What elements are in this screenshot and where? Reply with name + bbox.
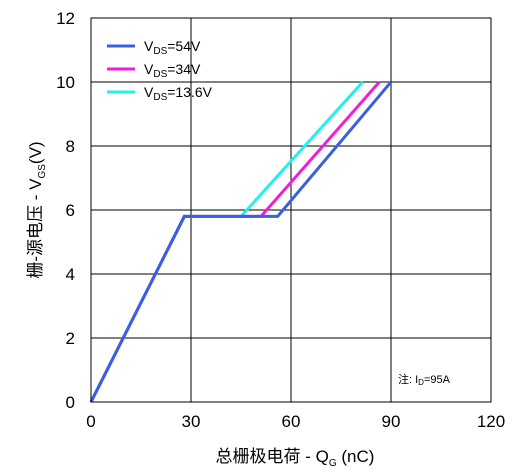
x-tick-label: 90 <box>382 412 401 431</box>
x-axis-title-sub: G <box>329 458 337 469</box>
x-axis-title: 总栅极电荷 - QG (nC) <box>216 447 375 469</box>
x-tick-label: 120 <box>477 412 505 431</box>
y-tick-label: 8 <box>66 137 75 156</box>
y-tick-label: 0 <box>66 393 75 412</box>
x-tick-label: 60 <box>282 412 301 431</box>
test-condition-note: 注: ID=95A <box>398 372 451 387</box>
series-line-0 <box>89 81 393 403</box>
y-tick-label: 6 <box>66 201 75 220</box>
series-lines <box>89 80 393 403</box>
y-tick-label: 12 <box>56 9 75 28</box>
x-axis-title-main: 总栅极电荷 - Q <box>216 447 329 466</box>
y-tick-label: 2 <box>66 329 75 348</box>
tick-labels: 0 30 60 90 120 0 2 4 6 8 10 12 <box>56 9 505 431</box>
series-line-2 <box>89 80 364 403</box>
y-axis-title: 栅-源电压 - VGS(V) <box>26 141 48 278</box>
legend-label-34v: VDS=34V <box>144 61 201 80</box>
y-tick-label: 4 <box>66 265 75 284</box>
x-tick-label: 0 <box>86 412 95 431</box>
series-line-1 <box>89 81 381 403</box>
y-axis-title-tail: (V) <box>26 141 45 164</box>
plot-frame <box>90 17 492 403</box>
legend: VDS=54V VDS=34V VDS=13.6V <box>107 38 213 103</box>
y-axis-title-sub: GS <box>37 164 48 179</box>
x-axis-title-tail: (nC) <box>337 447 375 466</box>
y-axis-title-main: 栅-源电压 - V <box>26 178 45 279</box>
y-tick-label: 10 <box>56 73 75 92</box>
legend-label-54v: VDS=54V <box>144 38 201 57</box>
x-tick-label: 30 <box>182 412 201 431</box>
legend-label-13-6v: VDS=13.6V <box>144 84 213 103</box>
